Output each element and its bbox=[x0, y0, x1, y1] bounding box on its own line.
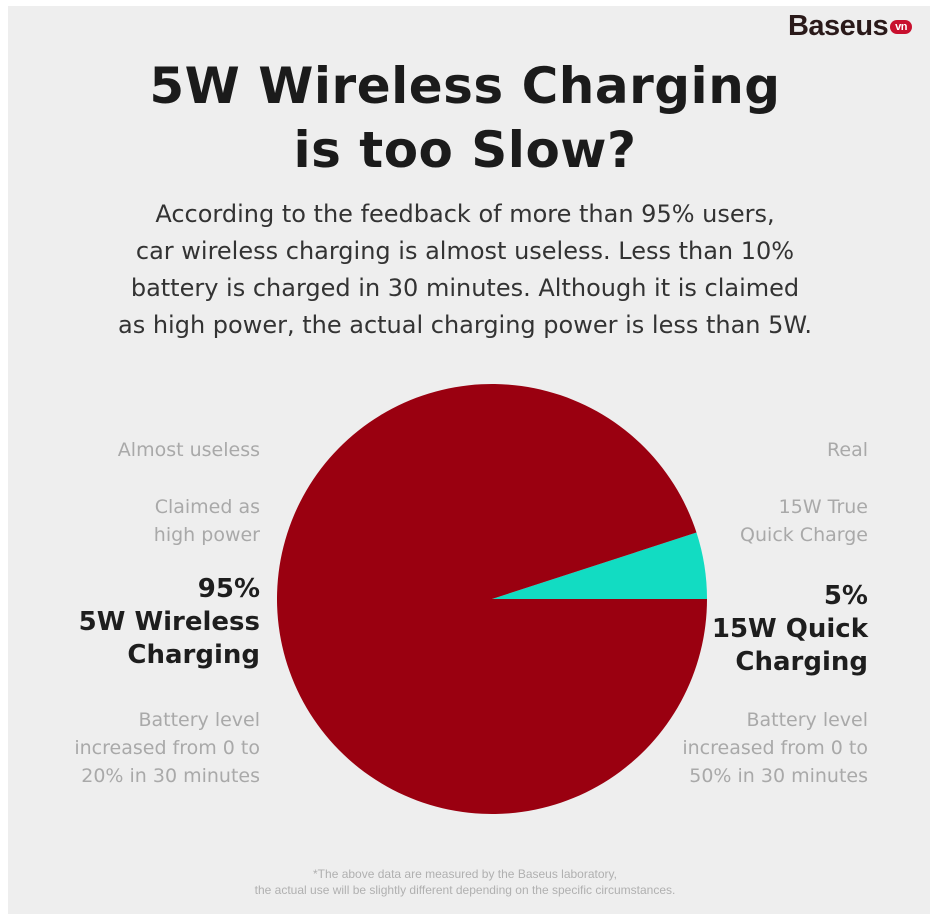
right-label-line-2: Charging bbox=[735, 647, 868, 677]
footnote-line-1: *The above data are measured by the Base… bbox=[313, 867, 617, 881]
right-claim-line-2: Quick Charge bbox=[740, 524, 868, 546]
right-tag: Real bbox=[827, 439, 868, 461]
lead-line-3: battery is charged in 30 minutes. Althou… bbox=[130, 274, 800, 302]
right-claim-line-1: 15W True bbox=[778, 496, 868, 518]
right-series-label: 5% 15W Quick Charging bbox=[608, 580, 868, 679]
left-label-line-1: 5W Wireless bbox=[78, 607, 260, 637]
left-series-label: 95% 5W Wireless Charging bbox=[0, 573, 260, 672]
right-percent: 5% bbox=[823, 581, 868, 611]
left-percent: 95% bbox=[197, 574, 260, 604]
right-note-line-2: increased from 0 to bbox=[682, 737, 868, 759]
right-note-line-1: Battery level bbox=[746, 709, 868, 731]
brand-logo: Baseus vn bbox=[788, 10, 912, 43]
brand-name: Baseus bbox=[787, 10, 889, 42]
footnote-line-2: the actual use will be slightly differen… bbox=[254, 883, 676, 897]
left-note-line-3: 20% in 30 minutes bbox=[81, 765, 260, 787]
right-claim: 15W True Quick Charge bbox=[608, 493, 868, 549]
title-line-1: 5W Wireless Charging bbox=[149, 57, 781, 115]
left-note: Battery level increased from 0 to 20% in… bbox=[0, 706, 260, 790]
brand-badge: vn bbox=[890, 20, 912, 34]
lead-line-2: car wireless charging is almost useless.… bbox=[135, 237, 795, 265]
title-line-2: is too Slow? bbox=[293, 121, 637, 179]
footnote: *The above data are measured by the Base… bbox=[0, 866, 930, 898]
left-tag: Almost useless bbox=[117, 439, 260, 461]
lead-line-1: According to the feedback of more than 9… bbox=[155, 200, 775, 228]
left-claim-line-1: Claimed as bbox=[154, 496, 260, 518]
left-claim: Claimed as high power bbox=[0, 493, 260, 549]
pie-slice-15w-quick-charging bbox=[492, 532, 707, 599]
left-label-line-2: Charging bbox=[127, 640, 260, 670]
lead-paragraph: According to the feedback of more than 9… bbox=[0, 196, 930, 344]
right-label-line-1: 15W Quick bbox=[711, 614, 868, 644]
right-note-line-3: 50% in 30 minutes bbox=[689, 765, 868, 787]
right-note: Battery level increased from 0 to 50% in… bbox=[608, 706, 868, 790]
page-title: 5W Wireless Charging is too Slow? bbox=[0, 54, 930, 182]
pie-slice-5w-wireless-charging bbox=[277, 383, 707, 814]
left-note-line-1: Battery level bbox=[138, 709, 260, 731]
left-claim-line-2: high power bbox=[153, 524, 260, 546]
lead-line-4: as high power, the actual charging power… bbox=[117, 311, 813, 339]
left-note-line-2: increased from 0 to bbox=[74, 737, 260, 759]
